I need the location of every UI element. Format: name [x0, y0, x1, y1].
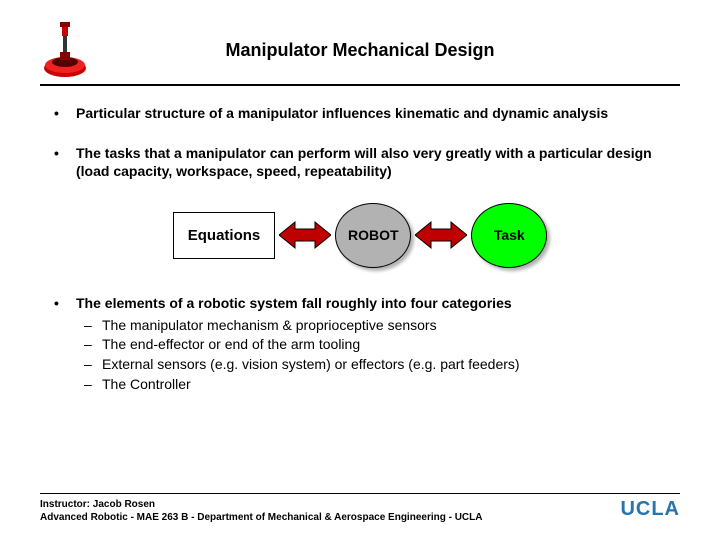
course-line: Advanced Robotic - MAE 263 B - Departmen… [40, 511, 483, 524]
instructor-line: Instructor: Jacob Rosen [40, 498, 483, 511]
arrow-left-icon [279, 218, 331, 252]
slide-title: Manipulator Mechanical Design [90, 40, 680, 61]
sub-bullet-item: External sensors (e.g. vision system) or… [76, 355, 672, 375]
equations-box: Equations [173, 212, 276, 259]
footer-text: Instructor: Jacob Rosen Advanced Robotic… [40, 498, 483, 524]
footer: Instructor: Jacob Rosen Advanced Robotic… [40, 493, 680, 524]
robot-icon [40, 20, 90, 80]
sub-bullet-list: The manipulator mechanism & propriocepti… [76, 316, 672, 394]
sub-bullet-item: The manipulator mechanism & propriocepti… [76, 316, 672, 336]
footer-row: Instructor: Jacob Rosen Advanced Robotic… [40, 498, 680, 524]
slide: Manipulator Mechanical Design Particular… [0, 0, 720, 540]
sub-bullet-item: The end-effector or end of the arm tooli… [76, 335, 672, 355]
title-divider [40, 84, 680, 86]
bullet-item: The tasks that a manipulator can perform… [48, 144, 672, 180]
task-circle: Task [471, 203, 547, 268]
diagram: Equations ROBOT Task [40, 203, 680, 268]
bullet-list-2: The elements of a robotic system fall ro… [40, 294, 680, 395]
ucla-logo: UCLA [620, 498, 680, 521]
bullet-item: The elements of a robotic system fall ro… [48, 294, 672, 395]
footer-divider [40, 493, 680, 494]
header: Manipulator Mechanical Design [40, 20, 680, 80]
robot-circle: ROBOT [335, 203, 411, 268]
bullet-list: Particular structure of a manipulator in… [40, 104, 680, 181]
bullet-item: Particular structure of a manipulator in… [48, 104, 672, 122]
bullet-text: The elements of a robotic system fall ro… [76, 295, 512, 311]
arrow-right-icon [415, 218, 467, 252]
sub-bullet-item: The Controller [76, 375, 672, 395]
